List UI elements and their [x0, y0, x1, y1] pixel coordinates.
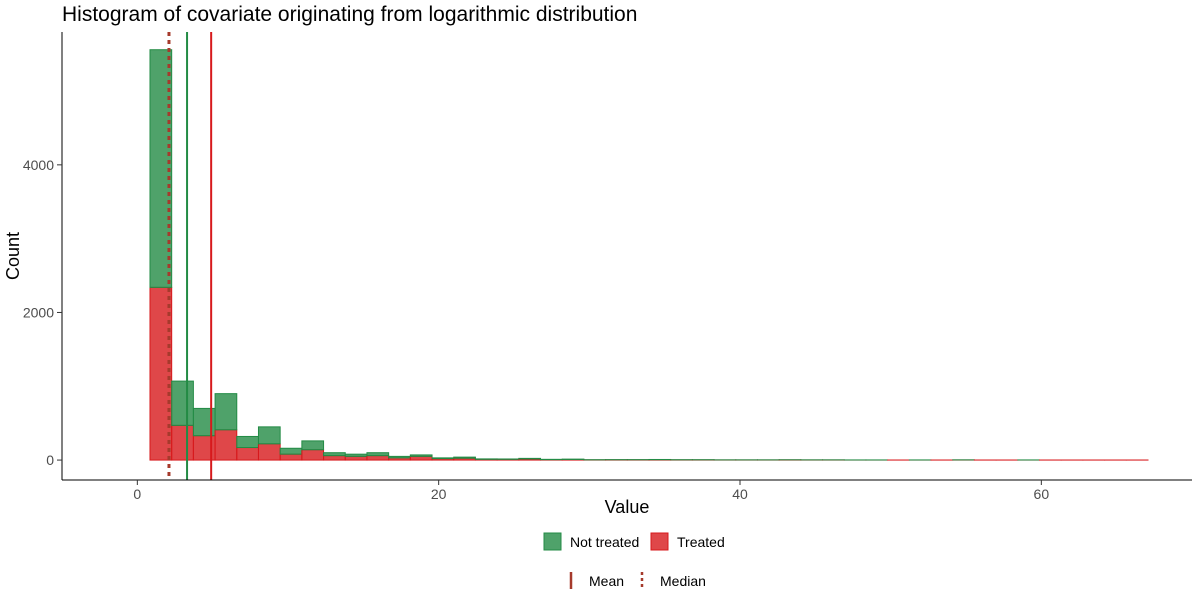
bar-not-treated	[236, 435, 259, 449]
bar-not-treated	[518, 457, 542, 460]
bar-not-treated	[431, 457, 455, 460]
bar-treated	[257, 443, 281, 461]
bar-treated	[279, 453, 303, 461]
bar-not-treated	[171, 380, 194, 426]
bar-treated	[323, 455, 346, 461]
chart-title: Histogram of covariate originating from …	[62, 3, 637, 26]
bar-not-treated	[453, 456, 476, 459]
y-tick-label: 4000	[23, 157, 54, 173]
bar-treated	[344, 455, 368, 461]
line-legend: Mean Median	[569, 572, 706, 589]
legend-label-mean: Mean	[589, 573, 624, 589]
legend-label-not-treated: Not treated	[570, 534, 639, 550]
fill-legend: Not treated Treated	[543, 532, 725, 551]
bar-not-treated	[366, 452, 390, 457]
legend-swatch-not-treated	[543, 532, 562, 551]
legend-swatch-treated	[650, 532, 669, 551]
bar-not-treated	[257, 426, 281, 445]
bar-treated	[366, 455, 390, 461]
x-axis-ticks: 0 20 40 60	[133, 480, 1049, 502]
y-axis-title: Count	[3, 232, 23, 280]
bar-treated	[171, 424, 194, 461]
y-tick-label: 0	[46, 452, 54, 468]
x-tick-label: 60	[1034, 486, 1050, 502]
bar-treated	[236, 447, 259, 461]
bar-not-treated	[388, 455, 411, 459]
bar-not-treated	[301, 440, 325, 451]
bar-treated	[409, 455, 433, 461]
histogram-bars	[149, 49, 1149, 461]
y-tick-label: 2000	[23, 304, 54, 320]
bar-treated	[301, 449, 325, 461]
reference-lines	[167, 32, 213, 480]
bar-not-treated	[279, 447, 303, 455]
x-tick-label: 0	[133, 486, 141, 502]
bar-not-treated	[214, 393, 238, 431]
bar-treated	[214, 429, 238, 461]
legend-label-treated: Treated	[677, 534, 725, 550]
x-tick-label: 20	[431, 486, 447, 502]
legend-label-median: Median	[660, 573, 706, 589]
bar-not-treated	[323, 452, 346, 457]
x-axis-title: Value	[605, 497, 650, 517]
y-axis-ticks: 0 2000 4000	[23, 157, 62, 468]
bar-not-treated	[344, 453, 368, 457]
bar-not-treated	[409, 454, 433, 457]
bar-not-treated	[149, 49, 173, 288]
x-tick-label: 40	[732, 486, 748, 502]
